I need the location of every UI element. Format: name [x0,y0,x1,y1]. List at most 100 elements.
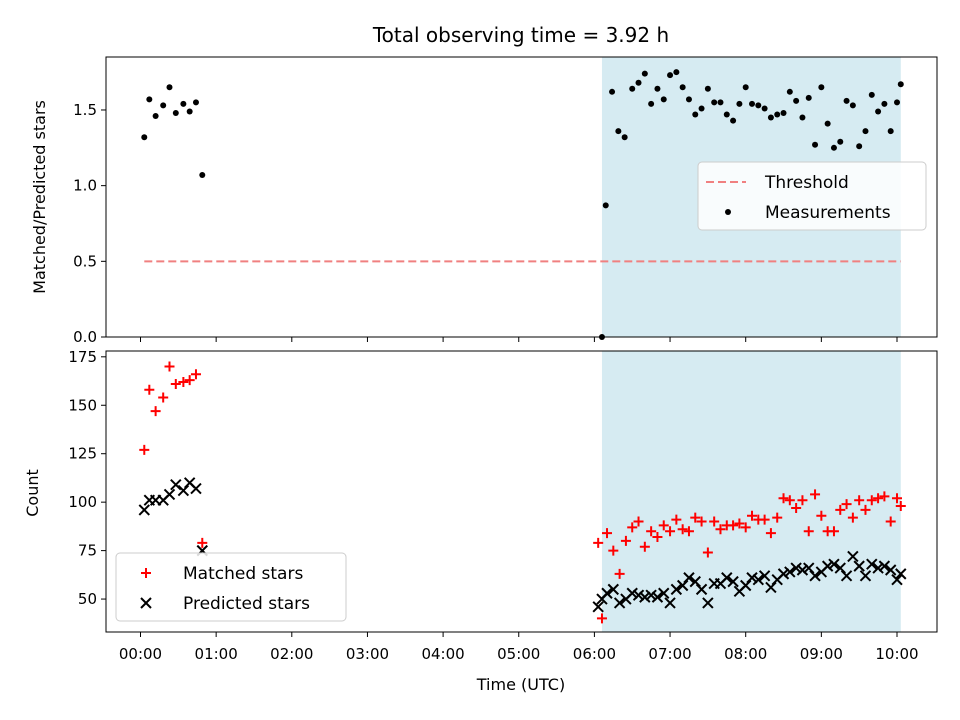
matched-star-point [759,514,770,525]
matched-star-point [658,520,669,531]
bottom-y-tick-label: 75 [78,542,97,560]
measurement-point [609,88,616,95]
matched-star-point [728,520,739,531]
matched-star-point [841,499,852,510]
predicted-star-point [170,479,182,491]
measurement-point [180,100,187,107]
measurement-point [152,113,159,120]
predicted-star-point [803,562,815,574]
measurement-point [660,96,667,103]
x-tick-label: 10:00 [875,645,918,663]
predicted-star-point [872,562,884,574]
matched-star-point [847,512,858,523]
predicted-star-point [796,564,809,576]
matched-star-point [734,518,745,529]
matched-star-point [144,384,155,395]
measurement-point [818,84,825,91]
x-tick-label: 01:00 [195,645,238,663]
matched-star-point [633,516,644,527]
measurement-point [679,84,686,91]
x-axis-label: Time (UTC) [476,675,565,694]
matched-star-point [709,516,720,527]
predicted-star-point [626,587,638,599]
measurement-point [793,97,800,104]
measurement-point [704,85,711,92]
predicted-star-point [790,562,802,574]
chart-title: Total observing time = 3.92 h [372,23,669,47]
legend-matched-swatch [141,568,151,578]
predicted-star-point [895,568,907,580]
predicted-star-point [163,488,176,501]
matched-star-point [895,501,906,512]
measurement-point [742,84,749,91]
x-tick-label: 04:00 [421,645,464,663]
bottom-y-tick-label: 100 [68,493,97,511]
measurement-point [736,100,743,107]
legend-label: Measurements [765,203,891,223]
matched-star-point [608,545,619,556]
ratio-panel: 0.0 0.5 1.0 1.5 Threshold Measurements [73,56,938,346]
measurement-point [146,96,153,103]
matched-star-point [197,537,208,548]
matched-star-point [892,493,902,504]
measurement-point [774,111,781,118]
measurement-point [199,172,206,179]
predicted-star-point [632,589,645,601]
matched-star-point [866,495,877,506]
bottom-y-axis-label: Count [23,469,42,517]
measurement-point [186,108,193,115]
predicted-star-point [821,560,834,572]
matched-star-point [602,528,613,539]
matched-star-point [178,377,189,388]
matched-star-point [797,495,808,506]
matched-star-point [778,493,789,504]
predicted-star-point [847,550,859,563]
matched-star-point [765,528,776,539]
predicted-star-point [878,560,891,572]
x-tick-label: 05:00 [497,645,540,663]
x-tick-label: 00:00 [119,645,162,663]
predicted-star-point [651,591,664,603]
top-legend-box [697,161,927,231]
measurement-point [629,85,636,92]
matched-star-point [784,495,795,506]
legend-label: Threshold [764,173,849,193]
predicted-star-point [758,570,771,582]
matched-star-point [860,504,871,515]
legend-label: Matched stars [183,564,303,584]
measurement-point [894,99,900,106]
matched-star-point [190,369,201,380]
matched-star-point [158,392,169,403]
predicted-star-point [592,601,604,613]
predicted-star-point [834,562,846,574]
measurement-point [621,134,628,141]
matched-star-point [620,535,631,546]
predicted-star-point [727,575,739,588]
matched-star-point [139,444,150,455]
predicted-star-point [639,591,651,603]
bottom-axes-frame [105,350,938,633]
matched-star-point [671,514,682,525]
predicted-star-point [190,482,202,495]
measurement-point [692,111,699,118]
matched-star-point [810,489,821,500]
top-y-tick-label: 0.0 [73,328,97,346]
x-tick-label: 09:00 [800,645,843,663]
x-tick-label: 08:00 [724,645,767,663]
measurement-point [635,79,642,86]
predicted-star-point [607,583,620,596]
measurement-point [685,96,692,103]
measurement-point [641,70,648,77]
bottom-legend: Matched stars Predicted stars [115,552,347,622]
measurement-point [648,100,655,107]
matched-star-point [747,510,758,521]
matched-star-point [627,522,638,533]
predicted-star-point [777,568,790,580]
matched-star-point [665,526,676,537]
predicted-star-point [784,566,796,578]
measurement-point [812,141,819,148]
matched-star-point [596,613,607,624]
measurement-point [780,110,787,116]
predicted-star-point [809,570,821,582]
